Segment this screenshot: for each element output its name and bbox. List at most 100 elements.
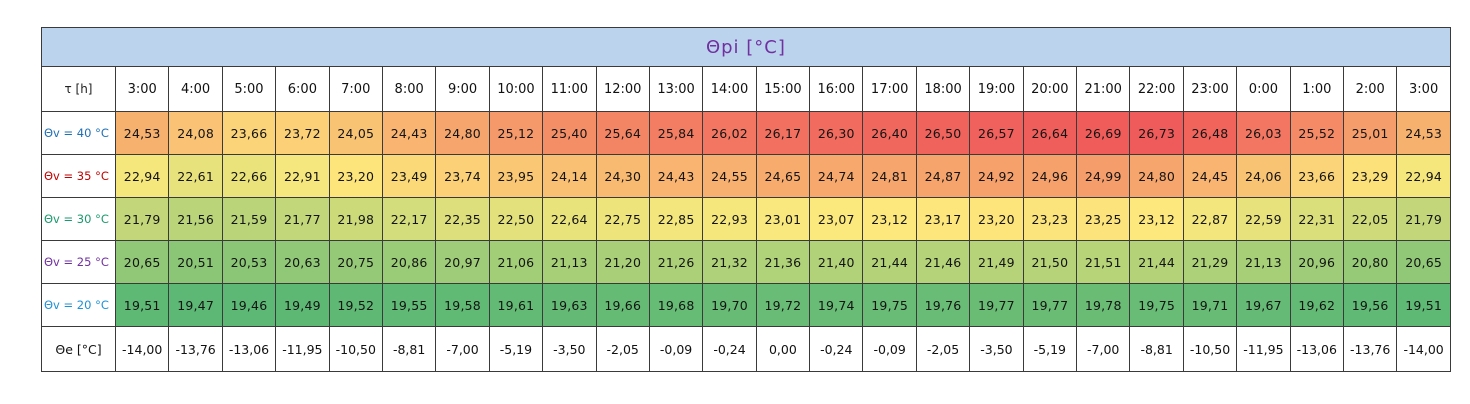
outdoor-value-cell: -14,00 [114, 326, 170, 372]
value-cell: 24,05 [328, 111, 383, 155]
value-cell: 23,23 [1022, 197, 1078, 241]
outdoor-temperature-row: Θe [°C] -14,00 -13,76 -13,06 -11,95 -10,50 -8,… [41, 326, 1451, 372]
value-cell: 25,84 [648, 111, 704, 155]
temperature-table: Θpi [°C] τ [h] 3:00 4:00 5:00 6:00 7:00 8:00 9:0… [41, 27, 1451, 372]
time-tick-label: 7:00 [328, 66, 383, 112]
value-cell: 25,64 [595, 111, 650, 155]
outdoor-value-cell: -3,50 [542, 326, 597, 372]
value-cell: 22,94 [114, 154, 170, 198]
value-cell: 19,61 [488, 283, 544, 327]
value-cell: 21,44 [1129, 240, 1184, 284]
value-cell: 23,29 [1342, 154, 1398, 198]
value-cell: 24,92 [969, 154, 1024, 198]
value-cell: 23,72 [275, 111, 330, 155]
value-cell: 23,12 [862, 197, 917, 241]
value-cell: 21,13 [1236, 240, 1291, 284]
value-cell: 20,86 [381, 240, 437, 284]
value-cell: 23,20 [969, 197, 1024, 241]
outdoor-value-cell: -7,00 [1076, 326, 1131, 372]
value-cell: 23,66 [221, 111, 277, 155]
value-cell: 19,66 [595, 283, 650, 327]
time-tick-label: 8:00 [381, 66, 437, 112]
value-cell: 26,73 [1129, 111, 1184, 155]
value-cell: 24,81 [862, 154, 917, 198]
outdoor-value-cell: -8,81 [1129, 326, 1184, 372]
time-tick-label: 11:00 [542, 66, 597, 112]
series-row: Θv = 40 °C 24,53 24,08 23,66 23,72 24,05 24,43… [41, 111, 1451, 155]
outdoor-value-cell: -0,24 [702, 326, 757, 372]
outdoor-value-cell: -11,95 [275, 326, 330, 372]
outdoor-value-cell: -14,00 [1396, 326, 1451, 372]
value-cell: 21,77 [275, 197, 330, 241]
value-cell: 20,97 [435, 240, 490, 284]
value-cell: 21,51 [1076, 240, 1131, 284]
value-cell: 26,17 [755, 111, 811, 155]
series-row: Θv = 20 °C 19,51 19,47 19,46 19,49 19,52 19,55… [41, 283, 1451, 327]
value-cell: 20,51 [168, 240, 223, 284]
value-cell: 22,59 [1236, 197, 1291, 241]
value-cell: 25,01 [1342, 111, 1398, 155]
value-cell: 19,67 [1236, 283, 1291, 327]
value-cell: 22,61 [168, 154, 223, 198]
value-cell: 23,74 [435, 154, 490, 198]
time-tick-label: 15:00 [755, 66, 811, 112]
outdoor-value-cell: -13,06 [1289, 326, 1344, 372]
value-cell: 21,20 [595, 240, 650, 284]
value-cell: 19,77 [969, 283, 1024, 327]
time-tick-label: 17:00 [862, 66, 917, 112]
series-row: Θv = 25 °C 20,65 20,51 20,53 20,63 20,75 20,86… [41, 240, 1451, 284]
time-tick-label: 22:00 [1129, 66, 1184, 112]
value-cell: 20,75 [328, 240, 383, 284]
series-label: Θv = 25 °C [41, 240, 116, 284]
time-tick-label: 0:00 [1236, 66, 1291, 112]
value-cell: 26,50 [915, 111, 971, 155]
outdoor-value-cell: -2,05 [915, 326, 971, 372]
value-cell: 22,31 [1289, 197, 1344, 241]
value-cell: 22,93 [702, 197, 757, 241]
value-cell: 20,63 [275, 240, 330, 284]
value-cell: 26,69 [1076, 111, 1131, 155]
time-tick-label: 23:00 [1182, 66, 1238, 112]
value-cell: 21,29 [1182, 240, 1238, 284]
value-cell: 24,65 [755, 154, 811, 198]
value-cell: 21,32 [702, 240, 757, 284]
value-cell: 24,06 [1236, 154, 1291, 198]
value-cell: 24,43 [648, 154, 704, 198]
value-cell: 24,30 [595, 154, 650, 198]
value-cell: 23,17 [915, 197, 971, 241]
value-cell: 23,49 [381, 154, 437, 198]
value-cell: 20,53 [221, 240, 277, 284]
value-cell: 21,06 [488, 240, 544, 284]
outdoor-value-cell: -10,50 [1182, 326, 1238, 372]
value-cell: 22,05 [1342, 197, 1398, 241]
value-cell: 19,51 [1396, 283, 1451, 327]
value-cell: 24,74 [809, 154, 864, 198]
value-cell: 19,58 [435, 283, 490, 327]
value-cell: 24,43 [381, 111, 437, 155]
time-tick-label: 14:00 [702, 66, 757, 112]
value-cell: 26,02 [702, 111, 757, 155]
value-cell: 21,46 [915, 240, 971, 284]
outdoor-value-cell: -10,50 [328, 326, 383, 372]
value-cell: 22,50 [488, 197, 544, 241]
value-cell: 23,95 [488, 154, 544, 198]
outdoor-value-cell: -11,95 [1236, 326, 1291, 372]
value-cell: 26,30 [809, 111, 864, 155]
outdoor-value-cell: -8,81 [381, 326, 437, 372]
value-cell: 22,91 [275, 154, 330, 198]
value-cell: 19,71 [1182, 283, 1238, 327]
value-cell: 19,75 [1129, 283, 1184, 327]
value-cell: 22,64 [542, 197, 597, 241]
value-cell: 23,20 [328, 154, 383, 198]
value-cell: 19,47 [168, 283, 223, 327]
outdoor-value-cell: -7,00 [435, 326, 490, 372]
time-tick-label: 19:00 [969, 66, 1024, 112]
outdoor-value-cell: 0,00 [755, 326, 811, 372]
time-tick-label: 13:00 [648, 66, 704, 112]
value-cell: 23,12 [1129, 197, 1184, 241]
value-cell: 19,63 [542, 283, 597, 327]
time-tick-label: 3:00 [1396, 66, 1451, 112]
outdoor-value-cell: -13,76 [1342, 326, 1398, 372]
value-cell: 21,56 [168, 197, 223, 241]
value-cell: 24,53 [1396, 111, 1451, 155]
